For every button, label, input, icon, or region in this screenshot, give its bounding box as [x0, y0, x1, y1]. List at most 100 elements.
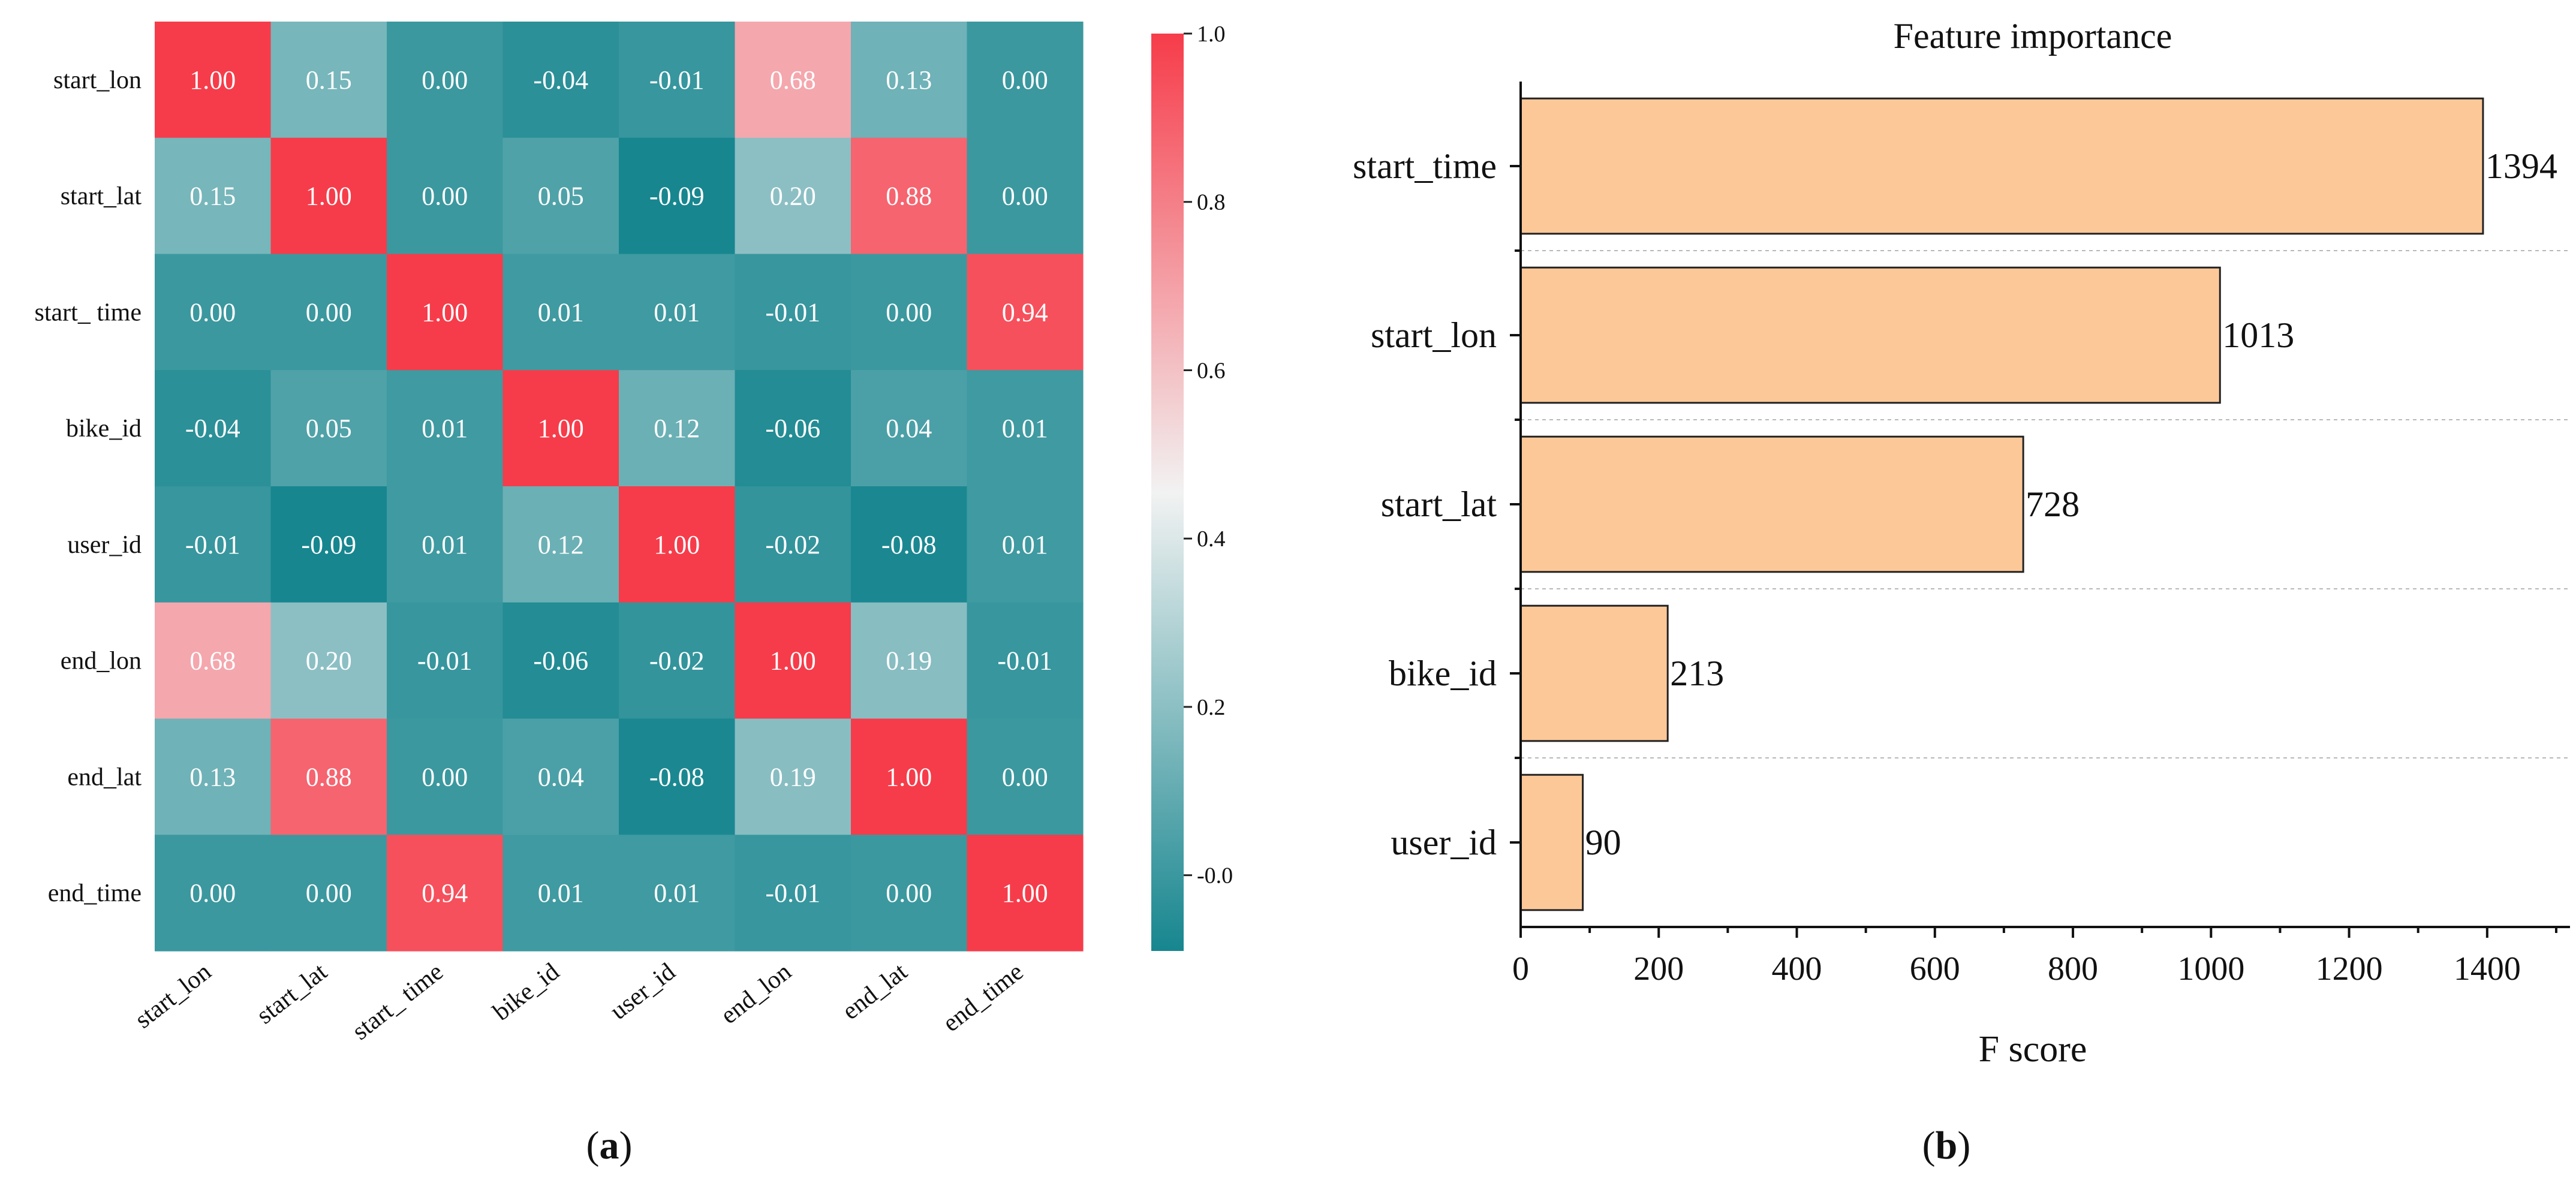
bars	[1519, 97, 2484, 911]
x-tick-label: 0	[1512, 950, 1529, 988]
heatmap-cell	[155, 370, 272, 487]
heatmap-cell-value: -0.01	[765, 297, 820, 327]
heatmap-cell-value: 0.15	[189, 182, 236, 211]
heatmap-cell-value: -0.01	[185, 530, 240, 559]
bar	[1519, 435, 2024, 573]
heatmap-cell-value: 0.01	[654, 297, 700, 327]
bar	[1519, 266, 2221, 404]
feature-importance-chart: Feature importance start_time start_lonst…	[1353, 16, 2570, 1167]
heatmap-cell	[619, 254, 736, 371]
x-tick-label: 200	[1633, 950, 1684, 988]
panel-label-b: (b)	[1922, 1124, 1971, 1167]
heatmap-cell-value: 1.00	[654, 530, 700, 559]
heatmap-cell-value: -0.04	[185, 414, 240, 443]
heatmap-cell-value: -0.02	[765, 530, 820, 559]
heatmap-cell-value: -0.08	[649, 762, 705, 791]
heatmap-cell-value: 0.01	[654, 878, 700, 908]
heatmap-cell-value: 0.13	[886, 65, 932, 95]
heatmap-row-label: start_ time	[35, 299, 142, 326]
heatmap-cell-value: 0.00	[1002, 182, 1048, 211]
correlation-heatmap: 1.00 0.15 0.00 -0.04 -0.01 0.68 0.13 0.00 0.15 1.…	[35, 22, 1233, 1167]
heatmap-row-label: user_id	[67, 531, 142, 559]
heatmap-cell	[619, 718, 736, 835]
heatmap-cell-value: 0.01	[1002, 530, 1048, 559]
heatmap-cell-value: 0.00	[189, 297, 236, 327]
heatmap-cell	[270, 137, 387, 255]
heatmap-cell-value: 0.00	[189, 878, 236, 908]
heatmap-cell-value: -0.08	[881, 530, 937, 559]
gridlines	[1521, 250, 2570, 758]
heatmap-cell-value: 0.68	[770, 65, 816, 95]
heatmap-cell-value: 1.00	[770, 646, 816, 676]
category-label: bike_id	[1389, 654, 1497, 693]
heatmap-column-label: start_lat	[251, 958, 332, 1030]
heatmap-cell	[735, 254, 851, 371]
heatmap-cell-value: 0.01	[538, 878, 584, 908]
category-label: user_id	[1391, 823, 1497, 862]
x-tick-label: 800	[2048, 950, 2098, 988]
heatmap-cell	[387, 254, 504, 371]
heatmap-cell-value: 1.00	[538, 414, 584, 443]
heatmap-cell	[387, 486, 504, 603]
heatmap-cell-value: -0.01	[765, 878, 820, 908]
heatmap-cell-value: 0.00	[422, 762, 468, 791]
heatmap-cell-value: 1.00	[1002, 878, 1048, 908]
bar	[1519, 773, 1584, 911]
heatmap-cell-value: 0.05	[306, 414, 352, 443]
heatmap-cell	[270, 835, 387, 952]
heatmap-column-label: user_id	[605, 958, 681, 1025]
heatmap-cell	[967, 718, 1084, 835]
heatmap-cell	[619, 137, 736, 255]
panel-label-a: (a)	[586, 1124, 633, 1167]
heatmap-cell	[502, 370, 619, 487]
heatmap-cell	[967, 486, 1084, 603]
heatmap-cell	[967, 22, 1084, 139]
heatmap-cell-value: 0.00	[422, 182, 468, 211]
heatmap-cell-value: -0.04	[533, 65, 588, 95]
heatmap-cell	[387, 602, 504, 720]
heatmap-cell	[502, 137, 619, 255]
bar-value-label: 1394	[2485, 146, 2557, 186]
category-labels: start_time start_lon start_lat bike_id user_…	[1353, 146, 1497, 862]
heatmap-cell-value: -0.06	[533, 646, 588, 676]
heatmap-cell	[619, 602, 736, 720]
bar	[1519, 97, 2484, 235]
heatmap-row-label: start_lon	[53, 67, 142, 94]
heatmap-cell-value: 1.00	[189, 65, 236, 95]
heatmap-column-label: start_lon	[130, 958, 216, 1034]
heatmap-cell	[155, 137, 272, 255]
heatmap-cell-value: -0.09	[649, 182, 705, 211]
heatmap-cell-value: 0.94	[422, 878, 468, 908]
category-label: start_time	[1353, 146, 1497, 186]
heatmap-cell	[967, 835, 1084, 952]
x-tick-label: 1000	[2177, 950, 2244, 988]
colorbar-tick-label: 0.2	[1197, 695, 1226, 720]
heatmap-cell	[502, 254, 619, 371]
heatmap-cell-value: -0.06	[765, 414, 820, 443]
heatmap-cell	[387, 835, 504, 952]
heatmap-cell	[735, 835, 851, 952]
heatmap-cell	[502, 486, 619, 603]
axes	[1510, 82, 2570, 928]
heatmap-cell	[851, 254, 968, 371]
heatmap-cell-value: 0.00	[422, 65, 468, 95]
heatmap-cell	[735, 486, 851, 603]
heatmap-cell-value: 0.20	[770, 182, 816, 211]
colorbar-gradient	[1151, 34, 1184, 951]
heatmap-cell-value: 0.00	[886, 878, 932, 908]
heatmap-cell	[619, 835, 736, 952]
heatmap-cell	[502, 22, 619, 139]
heatmap-cell-value: 0.05	[538, 182, 584, 211]
heatmap-column-labels: start_lon start_lat start_ time bike_id user…	[130, 958, 1029, 1045]
heatmap-column-label: bike_id	[488, 958, 565, 1027]
heatmap-cell	[619, 22, 736, 139]
heatmap-cell-value: 0.19	[770, 762, 816, 791]
x-tick-label: 1200	[2316, 950, 2383, 988]
colorbar: -0.0 0.2 0.4 0.6 0.8 1.0	[1151, 22, 1233, 951]
heatmap-column-label: end_time	[938, 958, 1028, 1037]
heatmap-cell-value: 0.01	[422, 414, 468, 443]
x-tick-label: 600	[1910, 950, 1960, 988]
heatmap-cell-value: 0.68	[189, 646, 236, 676]
colorbar-tick-label: -0.0	[1197, 863, 1233, 889]
